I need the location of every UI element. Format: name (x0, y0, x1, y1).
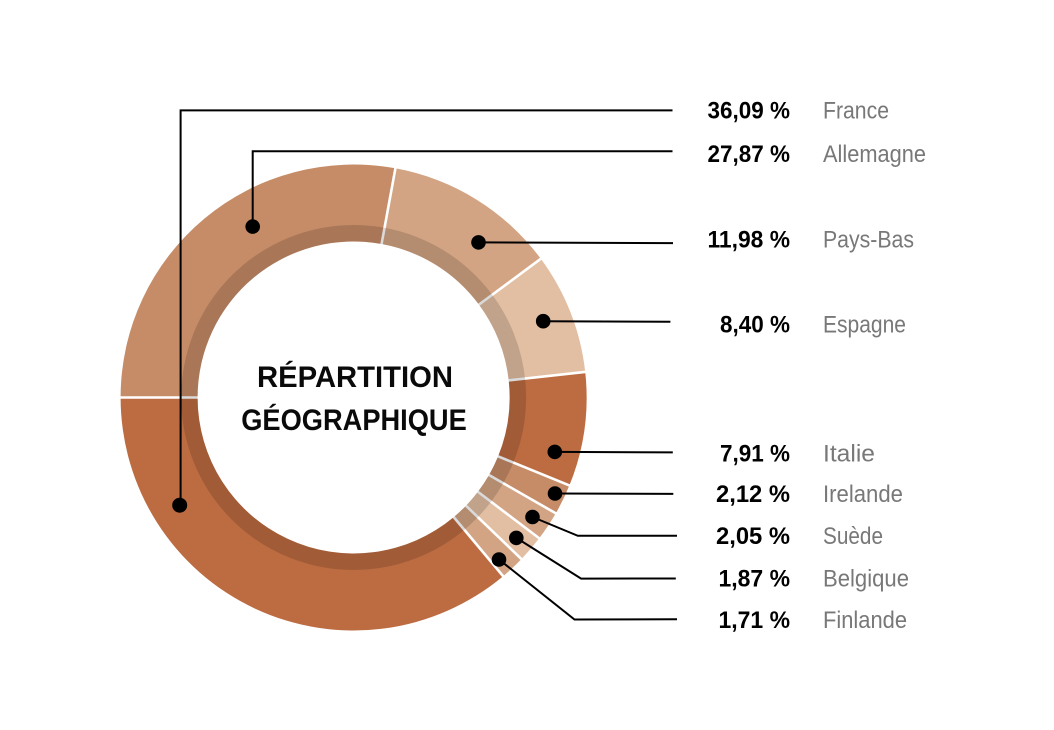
svg-text:Italie: Italie (823, 440, 875, 467)
svg-text:8,40 %: 8,40 % (720, 311, 790, 338)
svg-text:Espagne: Espagne (823, 311, 906, 338)
svg-text:Finlande: Finlande (823, 607, 907, 634)
svg-text:Pays-Bas: Pays-Bas (823, 226, 914, 253)
svg-text:2,12 %: 2,12 % (716, 481, 790, 508)
svg-text:2,05 %: 2,05 % (716, 523, 790, 550)
svg-text:Suède: Suède (823, 523, 883, 550)
svg-text:France: France (823, 97, 889, 124)
svg-text:7,91 %: 7,91 % (720, 440, 790, 467)
svg-text:Belgique: Belgique (823, 566, 909, 593)
svg-text:27,87 %: 27,87 % (708, 141, 791, 168)
svg-text:Allemagne: Allemagne (823, 141, 926, 168)
svg-text:RÉPARTITION: RÉPARTITION (257, 360, 453, 394)
svg-text:Irelande: Irelande (823, 481, 903, 508)
svg-text:GÉOGRAPHIQUE: GÉOGRAPHIQUE (241, 403, 467, 437)
svg-text:11,98 %: 11,98 % (708, 226, 791, 253)
svg-text:1,71 %: 1,71 % (719, 607, 791, 634)
svg-text:1,87 %: 1,87 % (719, 566, 791, 593)
svg-text:36,09 %: 36,09 % (708, 97, 791, 124)
